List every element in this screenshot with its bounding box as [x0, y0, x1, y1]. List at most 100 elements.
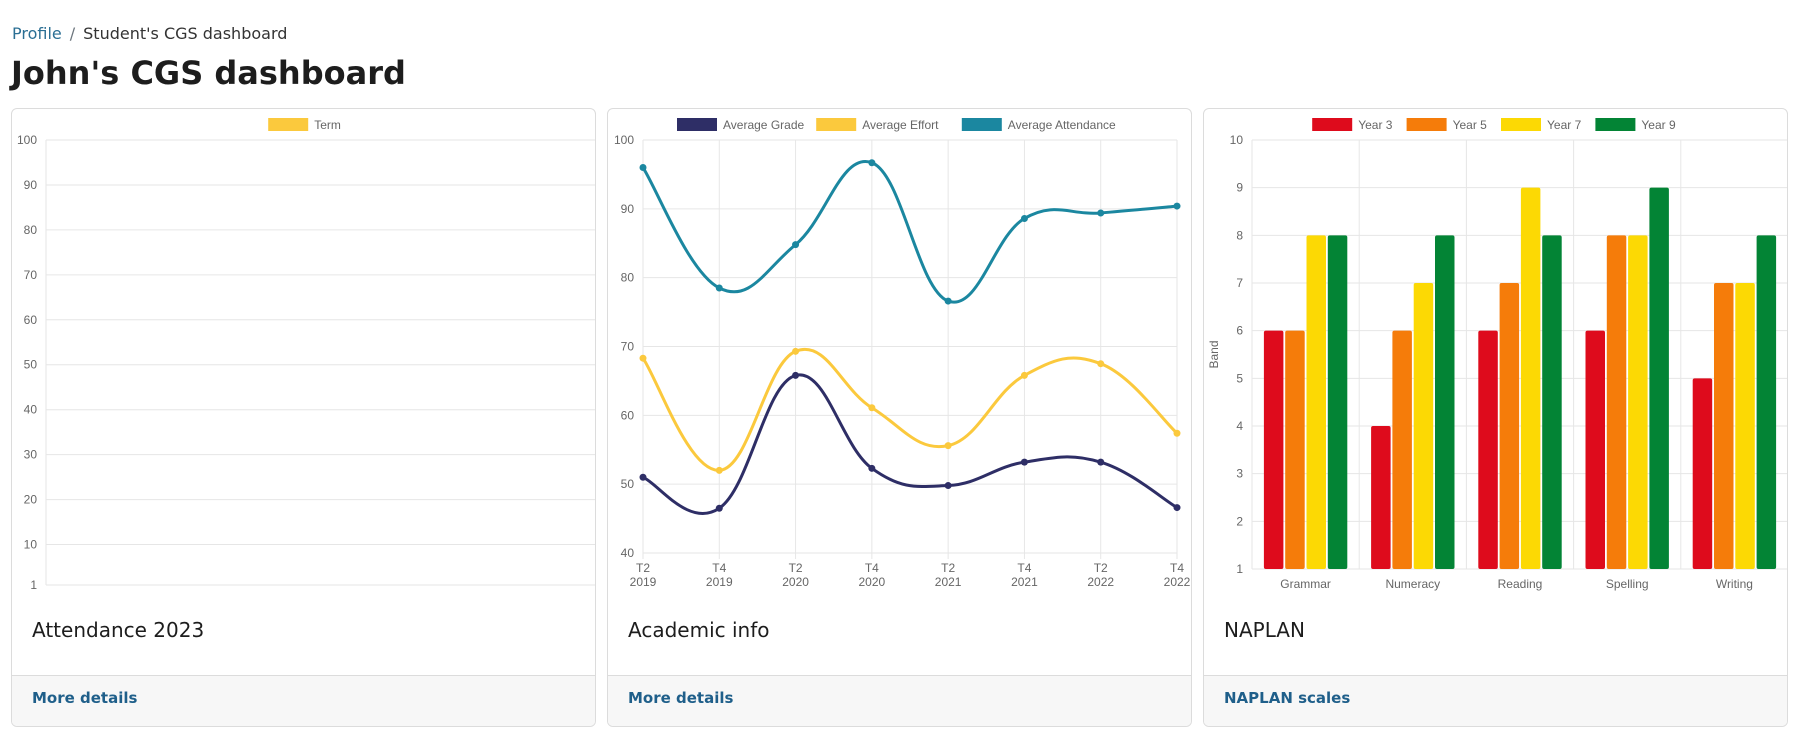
academic-legend-label-1: Average Effort	[862, 118, 939, 132]
naplan-bar-1-0	[1285, 330, 1305, 569]
attendance-y-tick-3: 30	[24, 448, 38, 462]
naplan-y-tick-9: 10	[1230, 133, 1244, 147]
academic-x-tick-7-term: T4	[1170, 561, 1184, 575]
naplan-bar-0-4	[1692, 378, 1713, 569]
naplan-bar-0-3	[1585, 330, 1605, 569]
attendance-y-tick-8: 80	[24, 223, 38, 237]
academic-chart-area: Average Grade Average Effort Average Atten…	[608, 109, 1191, 599]
academic-point-2-5	[1020, 214, 1028, 222]
breadcrumb-current: Student's CGS dashboard	[83, 24, 288, 43]
naplan-bar-2-4	[1735, 283, 1755, 569]
academic-point-0-0	[639, 473, 647, 481]
academic-legend-swatch-1	[816, 118, 857, 131]
breadcrumb-profile-link[interactable]: Profile	[12, 24, 62, 43]
academic-point-2-2	[792, 241, 800, 249]
naplan-legend-swatch-1	[1406, 118, 1447, 131]
academic-y-tick-0: 40	[621, 546, 635, 560]
naplan-x-tick-2: Reading	[1498, 577, 1543, 591]
academic-card: Average Grade Average Effort Average Atten…	[607, 108, 1192, 727]
academic-point-1-7	[1173, 429, 1181, 437]
naplan-legend-label-3: Year 9	[1641, 118, 1676, 132]
academic-point-0-3	[868, 464, 876, 472]
academic-point-1-0	[639, 354, 647, 362]
naplan-chart-area: Year 3 Year 5 Year 7 Year 9 1 2 3 4 5 6 7 8 9 10 Band G…	[1204, 109, 1787, 599]
naplan-scales-link[interactable]: NAPLAN scales	[1224, 689, 1351, 707]
naplan-bar-3-2	[1542, 235, 1562, 569]
naplan-legend-swatch-3	[1595, 118, 1636, 131]
academic-y-tick-6: 100	[614, 133, 634, 147]
naplan-bar-0-1	[1371, 426, 1391, 569]
academic-series-line-2	[641, 159, 1178, 304]
academic-point-2-7	[1173, 202, 1181, 210]
attendance-y-tick-7: 70	[24, 268, 38, 282]
academic-x-tick-0-year: 2019	[630, 575, 657, 589]
naplan-x-tick-0: Grammar	[1280, 577, 1331, 591]
academic-point-0-1	[715, 504, 723, 512]
naplan-y-tick-3: 4	[1236, 419, 1243, 433]
naplan-legend-label-0: Year 3	[1358, 118, 1393, 132]
academic-point-1-5	[1020, 371, 1028, 379]
attendance-y-tick-9: 90	[24, 178, 38, 192]
academic-legend-label-2: Average Attendance	[1008, 118, 1116, 132]
academic-x-tick-2-term: T2	[789, 561, 803, 575]
naplan-y-axis-title: Band	[1207, 340, 1221, 368]
attendance-legend-swatch-0	[268, 118, 309, 131]
academic-x-tick-5-term: T4	[1017, 561, 1031, 575]
academic-point-1-6	[1097, 360, 1105, 368]
attendance-legend-label-0: Term	[314, 118, 341, 132]
naplan-bar-1-1	[1392, 330, 1412, 569]
attendance-y-tick-5: 50	[24, 358, 38, 372]
naplan-bar-2-0	[1306, 235, 1326, 569]
naplan-card-title: NAPLAN	[1224, 618, 1305, 642]
academic-chart: Average Grade Average Effort Average Atten…	[614, 118, 1191, 589]
academic-x-tick-1-term: T4	[712, 561, 726, 575]
academic-card-title: Academic info	[628, 618, 770, 642]
academic-point-0-5	[1020, 458, 1028, 466]
naplan-y-tick-4: 5	[1236, 371, 1243, 385]
academic-x-tick-1-year: 2019	[706, 575, 733, 589]
attendance-y-tick-4: 40	[24, 403, 38, 417]
academic-y-tick-5: 90	[621, 202, 635, 216]
attendance-y-tick-6: 60	[24, 313, 38, 327]
naplan-bar-1-3	[1606, 235, 1627, 569]
naplan-x-tick-4: Writing	[1716, 577, 1753, 591]
naplan-bar-1-2	[1499, 283, 1520, 569]
naplan-card: Year 3 Year 5 Year 7 Year 9 1 2 3 4 5 6 7 8 9 10 Band G…	[1203, 108, 1788, 727]
academic-x-tick-0-term: T2	[636, 561, 650, 575]
naplan-x-tick-3: Spelling	[1606, 577, 1649, 591]
academic-x-tick-5-year: 2021	[1011, 575, 1038, 589]
academic-point-2-4	[944, 297, 952, 305]
academic-legend-label-0: Average Grade	[723, 118, 804, 132]
naplan-bar-3-4	[1756, 235, 1777, 569]
page-title: John's CGS dashboard	[11, 54, 406, 92]
academic-legend-swatch-0	[677, 118, 717, 131]
naplan-y-tick-2: 3	[1236, 467, 1243, 481]
academic-x-tick-3-term: T4	[865, 561, 879, 575]
attendance-y-tick-10: 100	[17, 133, 37, 147]
academic-x-tick-7-year: 2022	[1164, 575, 1191, 589]
attendance-more-details-link[interactable]: More details	[32, 689, 138, 707]
academic-series-line-0	[642, 373, 1178, 515]
academic-x-tick-6-year: 2022	[1087, 575, 1114, 589]
naplan-x-tick-1: Numeracy	[1385, 577, 1440, 591]
naplan-bar-2-2	[1520, 187, 1541, 569]
attendance-y-tick-1: 10	[24, 538, 38, 552]
academic-x-tick-2-year: 2020	[782, 575, 809, 589]
academic-point-0-7	[1173, 504, 1181, 512]
academic-y-tick-1: 50	[621, 477, 635, 491]
naplan-y-tick-5: 6	[1236, 324, 1243, 338]
naplan-legend-label-1: Year 5	[1453, 118, 1488, 132]
naplan-y-tick-0: 1	[1236, 562, 1243, 576]
academic-point-2-1	[715, 284, 723, 292]
breadcrumb-separator: /	[69, 24, 76, 43]
academic-y-tick-3: 70	[621, 340, 635, 354]
naplan-bar-2-3	[1628, 235, 1648, 569]
breadcrumb: Profile / Student's CGS dashboard	[12, 24, 287, 43]
attendance-chart: Term 1 10 20 30 40 50 60 70 80 90 100	[17, 118, 595, 592]
academic-more-details-link[interactable]: More details	[628, 689, 734, 707]
attendance-chart-area: Term 1 10 20 30 40 50 60 70 80 90 100	[12, 109, 595, 599]
naplan-y-tick-6: 7	[1236, 276, 1243, 290]
naplan-y-tick-1: 2	[1236, 514, 1243, 528]
academic-point-2-6	[1097, 209, 1105, 217]
attendance-card-title: Attendance 2023	[32, 618, 205, 642]
